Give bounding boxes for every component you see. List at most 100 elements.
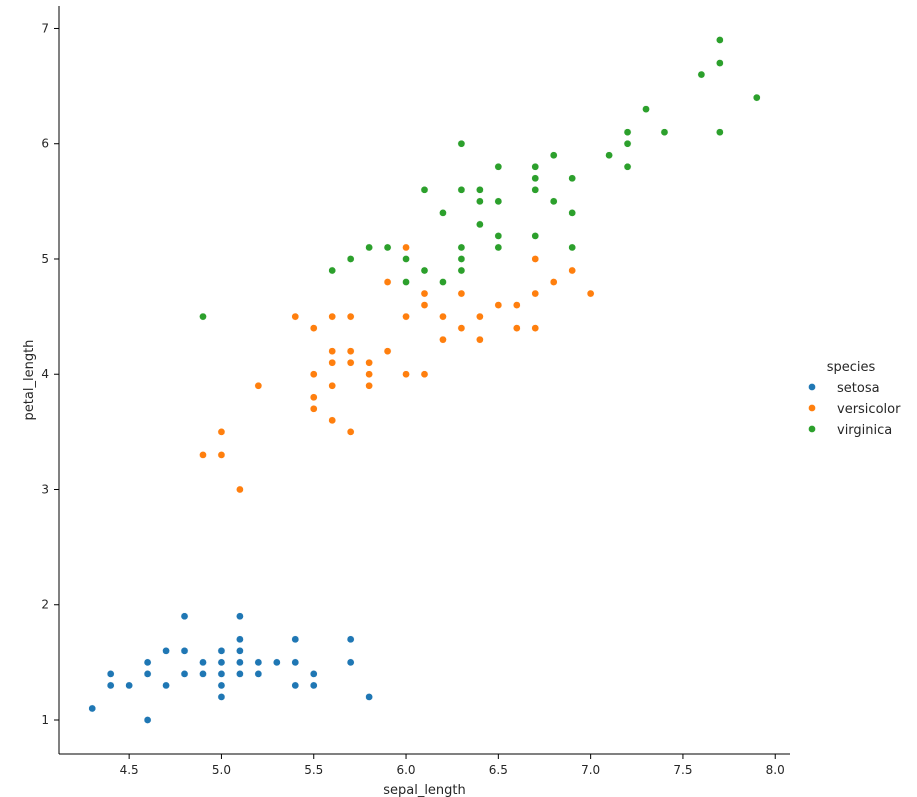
data-point: [180, 646, 189, 655]
data-point: [346, 312, 355, 321]
data-point: [328, 312, 337, 321]
data-point: [457, 139, 466, 148]
data-point: [716, 36, 724, 44]
series-versicolor: [199, 243, 595, 494]
data-point: [88, 704, 97, 713]
data-point: [512, 301, 521, 309]
data-point: [309, 393, 318, 402]
y-tick-label: 1: [41, 713, 49, 727]
data-point: [346, 347, 355, 356]
data-point: [217, 428, 226, 436]
x-tick-label: 4.5: [120, 763, 139, 777]
data-point: [217, 646, 226, 655]
legend-marker-setosa: [808, 383, 816, 391]
data-point: [494, 243, 503, 252]
data-point: [623, 162, 632, 171]
x-tick-label: 7.0: [581, 763, 600, 777]
data-point: [346, 635, 355, 644]
y-tick-label: 5: [41, 252, 49, 266]
data-point: [365, 370, 373, 379]
data-point: [439, 312, 447, 321]
data-point: [531, 255, 540, 263]
data-point: [457, 243, 466, 252]
data-point: [365, 358, 373, 367]
data-point: [494, 232, 503, 240]
plot-area: 4.5 5.0 5.5 6.0 6.5 7.0 7.5 8.0 1 2 3 4 5 6 7: [41, 6, 790, 777]
data-point: [531, 289, 540, 298]
data-point: [328, 266, 337, 275]
data-point: [716, 59, 724, 67]
legend-label-versicolor: versicolor: [837, 402, 901, 417]
legend-items: setosa versicolor virginica: [808, 381, 901, 438]
data-point: [199, 670, 207, 678]
x-axis-ticks: 4.5 5.0 5.5 6.0 6.5 7.0 7.5 8.0: [120, 754, 785, 777]
data-point: [328, 358, 337, 367]
x-tick-label: 6.5: [489, 763, 508, 777]
data-point: [291, 312, 300, 321]
data-point: [346, 658, 355, 667]
data-point: [180, 612, 189, 621]
data-point: [383, 243, 392, 252]
y-tick-label: 3: [41, 482, 49, 496]
data-point: [420, 301, 429, 309]
data-point: [623, 128, 632, 137]
data-point: [236, 635, 244, 644]
x-tick-label: 5.5: [304, 763, 323, 777]
data-point: [605, 151, 613, 160]
y-axis-ticks: 1 2 3 4 5 6 7: [41, 21, 59, 727]
data-point: [494, 162, 503, 171]
data-point: [254, 381, 263, 390]
data-point: [309, 324, 318, 332]
data-point: [291, 681, 300, 690]
data-point: [272, 658, 281, 667]
data-point: [291, 635, 300, 644]
y-tick-label: 6: [41, 137, 49, 151]
x-axis-label: sepal_length: [383, 783, 466, 797]
data-point: [236, 658, 244, 667]
data-point: [531, 324, 540, 332]
data-point: [143, 658, 152, 667]
series-virginica: [199, 36, 761, 321]
data-point: [291, 658, 300, 667]
data-point: [402, 243, 410, 252]
data-point: [162, 646, 170, 655]
data-point: [199, 451, 207, 459]
data-point: [476, 335, 484, 344]
data-point: [531, 232, 540, 240]
data-point: [328, 416, 337, 425]
data-point: [494, 197, 503, 206]
data-point: [420, 185, 429, 194]
data-point: [476, 220, 484, 229]
data-point: [476, 197, 484, 206]
data-point: [697, 70, 706, 79]
data-point: [420, 370, 429, 379]
data-point: [716, 128, 724, 137]
data-point: [402, 255, 410, 263]
data-point: [309, 670, 318, 678]
data-point: [236, 612, 244, 621]
data-point: [457, 185, 466, 194]
data-point: [199, 312, 207, 321]
data-point: [457, 289, 466, 298]
data-point: [180, 670, 189, 678]
data-point: [309, 404, 318, 413]
legend-marker-virginica: [808, 425, 816, 433]
legend-label-setosa: setosa: [837, 381, 880, 396]
data-point: [365, 693, 373, 701]
data-point: [549, 151, 558, 160]
data-point: [549, 278, 558, 286]
data-point: [217, 670, 226, 678]
data-point: [199, 658, 207, 667]
data-point: [586, 289, 595, 298]
data-point: [549, 197, 558, 206]
data-point: [512, 324, 521, 332]
legend-marker-versicolor: [808, 404, 816, 412]
points-layer: [88, 36, 761, 724]
data-point: [236, 646, 244, 655]
data-point: [217, 658, 226, 667]
data-point: [568, 243, 577, 252]
data-point: [531, 162, 540, 171]
data-point: [531, 174, 540, 183]
y-axis-label: petal_length: [22, 340, 37, 421]
